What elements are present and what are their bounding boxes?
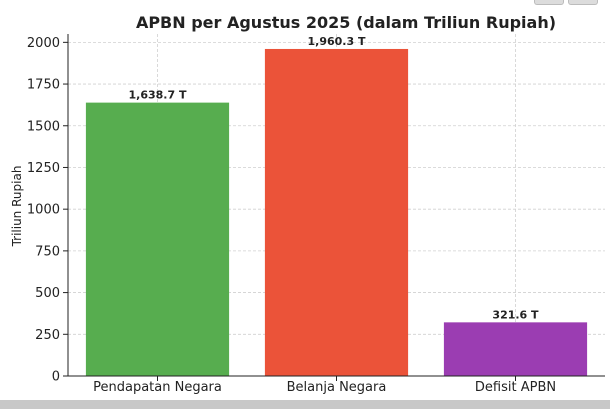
bars (85, 48, 588, 376)
y-tick-label: 1250 (27, 161, 60, 176)
bar-chart: APBN per Agustus 2025 (dalam Triliun Rup… (10, 13, 605, 395)
window-button[interactable] (534, 0, 564, 5)
x-tick-label: Defisit APBN (475, 380, 556, 395)
window-controls (526, 0, 610, 5)
y-tick-label: 2000 (27, 36, 60, 51)
bar-1 (85, 102, 230, 376)
y-tick-label: 1000 (27, 203, 60, 218)
data-label: 1,960.3 T (308, 35, 366, 48)
axes (63, 34, 605, 381)
bar-2 (264, 48, 409, 376)
y-tick-label: 0 (52, 370, 60, 385)
chart-title: APBN per Agustus 2025 (dalam Triliun Rup… (136, 13, 556, 32)
x-tick-label: Belanja Negara (287, 380, 387, 395)
chart-panel: APBN per Agustus 2025 (dalam Triliun Rup… (0, 0, 610, 400)
data-label: 1,638.7 T (129, 89, 187, 102)
x-tick-labels: Pendapatan Negara Belanja Negara Defisit A… (93, 380, 556, 395)
y-tick-label: 500 (35, 286, 60, 301)
bar-3 (443, 322, 588, 376)
x-tick-label: Pendapatan Negara (93, 380, 222, 395)
bottom-strip (0, 400, 610, 409)
y-tick-label: 1500 (27, 119, 60, 134)
y-tick-label: 750 (35, 244, 60, 259)
data-labels: 1,638.7 T 1,960.3 T 321.6 T (129, 35, 540, 321)
y-tick-label: 250 (35, 328, 60, 343)
y-tick-labels: 0 250 500 750 1000 1250 1500 1750 2000 (27, 36, 60, 385)
y-axis-label: Triliun Rupiah (10, 166, 24, 248)
data-label: 321.6 T (492, 308, 539, 321)
y-tick-label: 1750 (27, 78, 60, 93)
window-button[interactable] (568, 0, 598, 5)
